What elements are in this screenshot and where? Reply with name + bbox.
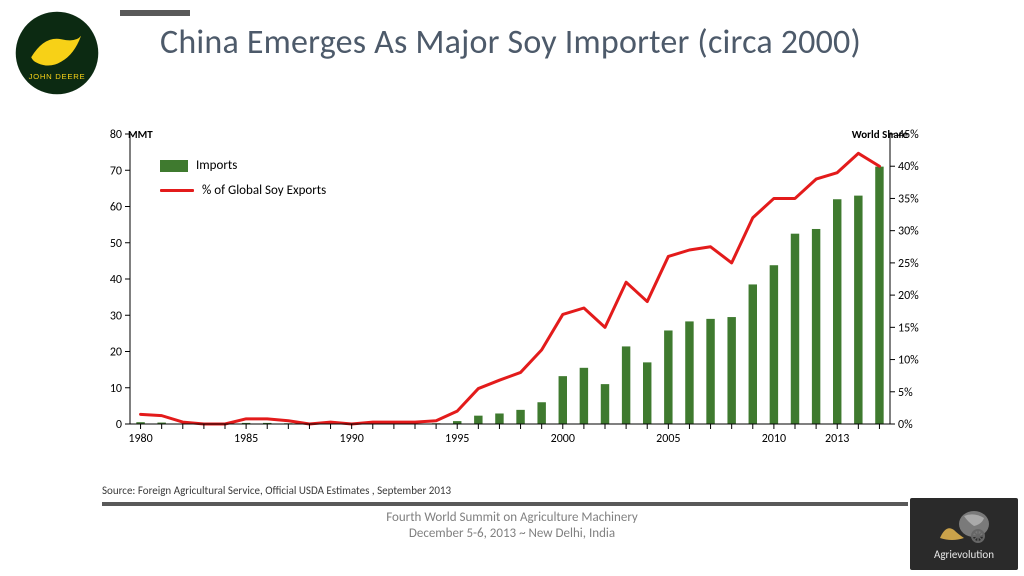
svg-text:1985: 1985 [234,432,258,446]
page-title: China Emerges As Major Soy Importer (cir… [160,22,861,63]
svg-text:10: 10 [110,382,122,396]
svg-text:2000: 2000 [551,432,575,446]
footer-line1: Fourth World Summit on Agriculture Machi… [0,510,1024,526]
svg-text:15%: 15% [898,321,919,335]
svg-text:40%: 40% [898,160,919,174]
svg-text:2013: 2013 [825,432,849,446]
svg-text:2005: 2005 [656,432,680,446]
agri-label: Agrievolution [934,548,994,561]
svg-text:25%: 25% [898,257,919,271]
chart: 0 10 20 30 40 50 60 70 80 0% 5% 10% 15% 20% 25% 30% 35% 4… [90,128,930,458]
svg-text:20%: 20% [898,289,919,303]
bottom-rule [102,502,908,506]
svg-text:20: 20 [110,346,122,360]
svg-text:40: 40 [110,273,122,287]
title-rule [120,10,190,16]
svg-text:0%: 0% [898,418,913,432]
chart-svg: 0 10 20 30 40 50 60 70 80 0% 5% 10% 15% 20% 25% 30% 35% 4… [90,128,930,458]
svg-text:1990: 1990 [340,432,364,446]
svg-text:2010: 2010 [762,432,786,446]
svg-text:5%: 5% [898,386,913,400]
footer-line2: December 5-6, 2013 ~ New Delhi, India [0,526,1024,542]
source-text: Source: Foreign Agricultural Service, Of… [102,484,451,497]
svg-text:0: 0 [116,418,122,432]
svg-text:45%: 45% [898,128,919,142]
svg-text:1980: 1980 [128,432,152,446]
john-deere-logo: JOHN DEERE [14,10,100,96]
svg-text:60: 60 [110,201,122,215]
svg-text:1995: 1995 [445,432,469,446]
footer: Fourth World Summit on Agriculture Machi… [0,510,1024,543]
jd-label: JOHN DEERE [29,72,86,81]
svg-text:30: 30 [110,309,122,323]
svg-text:80: 80 [110,128,122,142]
svg-text:10%: 10% [898,354,919,368]
svg-text:30%: 30% [898,225,919,239]
agrievolution-logo: Agrievolution [910,498,1018,570]
svg-text:35%: 35% [898,192,919,206]
svg-text:50: 50 [110,237,122,251]
svg-text:70: 70 [110,164,122,178]
agri-globe-icon [934,508,994,544]
